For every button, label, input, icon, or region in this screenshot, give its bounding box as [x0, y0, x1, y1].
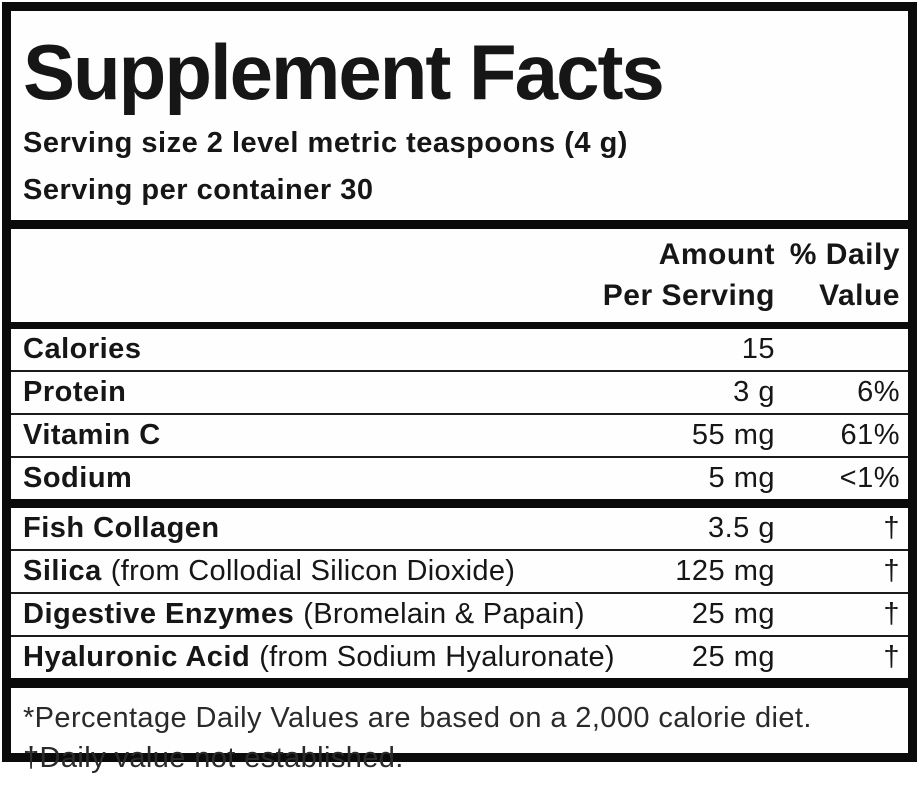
nutrient-row-hyaluronic-acid: Hyaluronic Acid (from Sodium Hyaluronate…	[11, 634, 908, 678]
nutrient-desc: (Bromelain & Papain)	[303, 597, 585, 630]
nutrient-amount: 25 mg	[691, 597, 775, 630]
amount-column-header: Amount Per Serving	[603, 234, 775, 316]
servings-per-container-text: Serving per container 30	[23, 173, 374, 206]
divider-bottom-thick	[11, 677, 908, 688]
serving-size-text: Serving size 2 level metric teaspoons (4…	[23, 127, 628, 159]
nutrient-row-fish-collagen: Fish Collagen 3.5 g †	[11, 508, 908, 549]
nutrient-daily-value: <1%	[839, 461, 900, 494]
nutrient-name: Silica	[23, 554, 102, 587]
nutrient-amount: 15	[741, 332, 775, 365]
nutrient-amount: 55 mg	[691, 418, 775, 451]
nutrient-daily-value: †	[883, 597, 900, 630]
nutrient-desc: (from Sodium Hyaluronate)	[259, 640, 615, 673]
nutrient-daily-value: †	[883, 511, 900, 544]
nutrient-row-digestive-enzymes: Digestive Enzymes (Bromelain & Papain) 2…	[11, 591, 908, 635]
supplement-facts-label: Supplement Facts Serving size 2 level me…	[2, 2, 917, 774]
dv-header-line2: Value	[819, 278, 900, 312]
nutrient-row-vitamin-c: Vitamin C 55 mg 61%	[11, 412, 908, 456]
divider-top-thick	[11, 219, 908, 229]
divider-header-bottom	[11, 321, 908, 329]
nutrient-name: Vitamin C	[23, 418, 161, 451]
nutrient-name: Protein	[23, 375, 127, 408]
label-title: Supplement Facts	[23, 28, 665, 116]
dv-header-line1: % Daily	[789, 237, 900, 271]
nutrient-daily-value: 61%	[840, 418, 900, 451]
nutrient-name: Fish Collagen	[23, 511, 220, 544]
column-headers: Amount Per Serving % Daily Value	[11, 229, 908, 322]
divider-mid-thick	[11, 498, 908, 508]
nutrient-desc: (from Collodial Silicon Dioxide)	[110, 554, 516, 587]
nutrient-name: Hyaluronic Acid	[23, 640, 251, 673]
nutrient-daily-value: †	[883, 640, 900, 673]
footnote-daily-value: *Percentage Daily Values are based on a …	[23, 701, 812, 734]
nutrient-amount: 3 g	[733, 375, 775, 408]
nutrient-row-calories: Calories 15	[11, 329, 908, 370]
nutrient-daily-value: 6%	[857, 375, 900, 408]
daily-value-column-header: % Daily Value	[775, 234, 900, 316]
footnotes: *Percentage Daily Values are based on a …	[11, 688, 908, 786]
nutrient-amount: 3.5 g	[708, 511, 775, 544]
nutrient-amount: 25 mg	[691, 640, 775, 673]
nutrient-name: Sodium	[23, 461, 133, 494]
nutrient-amount: 125 mg	[675, 554, 775, 587]
nutrient-daily-value: †	[883, 554, 900, 587]
nutrient-name: Digestive Enzymes	[23, 597, 295, 630]
amount-header-line2: Per Serving	[602, 278, 775, 312]
nutrient-name: Calories	[23, 332, 142, 365]
footnote-not-established: †Daily value not established.	[23, 741, 404, 774]
nutrient-row-protein: Protein 3 g 6%	[11, 369, 908, 413]
nutrient-amount: 5 mg	[708, 461, 775, 494]
nutrient-row-silica: Silica (from Collodial Silicon Dioxide) …	[11, 548, 908, 592]
nutrient-row-sodium: Sodium 5 mg <1%	[11, 455, 908, 499]
amount-header-line1: Amount	[658, 237, 775, 271]
